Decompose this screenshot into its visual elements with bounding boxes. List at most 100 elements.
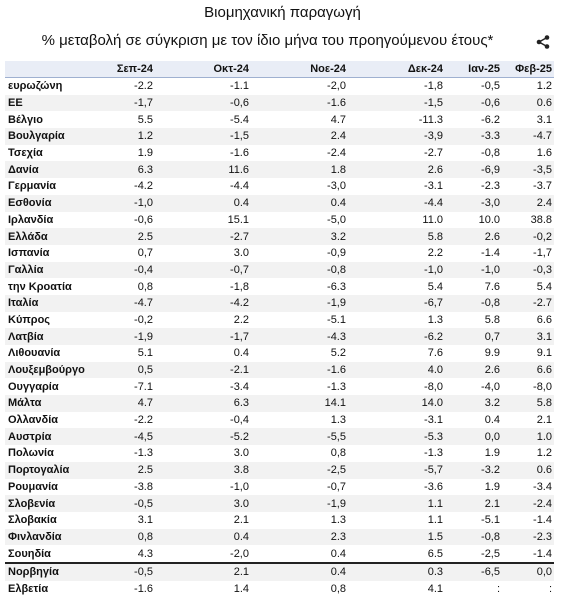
table-row: Σουηδία 4.3 -2,0 0.4 6.5 -2,5 -1.4 [5, 545, 554, 563]
row-label: Ιταλία [5, 294, 115, 312]
cell-value: 5.8 [348, 228, 445, 245]
cell-value: -4.4 [348, 194, 445, 212]
cell-value: 10.0 [478, 213, 500, 226]
cell-value: : [548, 582, 552, 595]
cell-value: -4,0 [481, 380, 500, 393]
cell-value: -3,9 [348, 128, 445, 145]
cell-value: -0,3 [502, 261, 554, 279]
table-row: Βουλγαρία 1.2 -1,5 2.4 -3,9 -3.3 -4.7 [5, 128, 554, 145]
cell-value: 0,8 [330, 447, 346, 460]
share-button[interactable] [536, 35, 550, 49]
cell-value: -0,5 [115, 495, 155, 512]
cell-value: -0,2 [134, 313, 153, 326]
cell-value: 0.6 [502, 461, 554, 479]
title: Βιομηχανική παραγωγή [204, 4, 361, 21]
cell-value: 1.1 [427, 514, 443, 527]
cell-value: -1,7 [115, 94, 155, 112]
cell-value: -5,5 [251, 428, 348, 446]
table-row: Φινλανδία 0,8 0.4 2.3 1.5 -0,8 -2.3 [5, 528, 554, 546]
table-row: Βέλγιο 5.5 -5.4 4.7 -11.3 -6.2 3.1 [5, 111, 554, 128]
cell-value: -5.1 [327, 313, 346, 326]
row-label: Ισπανία [8, 247, 50, 260]
row-label: ευρωζώνη [8, 80, 63, 93]
cell-value: 1.9 [484, 447, 500, 460]
row-label: την Κροατία [8, 280, 72, 293]
row-label: Τσεχία [8, 147, 43, 160]
row-label: Ελβετία [8, 582, 49, 595]
cell-value: -4.7 [502, 128, 554, 145]
cell-value: -2.1 [155, 361, 251, 379]
cell-value: 0,7 [137, 247, 153, 260]
cell-value: -1,0 [348, 261, 445, 279]
cell-value: -5,7 [348, 461, 445, 479]
row-label: Ουγγαρία [8, 380, 59, 393]
table-row: Λουξεμβούργο 0,5 -2.1 -1.6 4.0 2.6 6.6 [5, 361, 554, 379]
cell-value: 3.0 [233, 447, 249, 460]
cell-value: 1.9 [484, 480, 500, 493]
cell-value: 0.3 [348, 561, 445, 581]
row-label: Γερμανία [8, 180, 57, 193]
column-header: Δεκ-24 [348, 61, 445, 78]
cell-value: -5.1 [481, 514, 500, 527]
row-label: Ρουμανία [8, 480, 58, 493]
table-row: Ολλανδία -2.2 -0,4 1.3 -3.1 0.4 2.1 [5, 412, 554, 429]
cell-value: 3.2 [251, 228, 348, 245]
row-label: Ιρλανδία [8, 213, 54, 226]
cell-value: 0,7 [445, 328, 502, 345]
cell-value: 1.8 [251, 161, 348, 179]
cell-value: 1.1 [348, 495, 445, 512]
cell-value: -0,6 [155, 94, 251, 112]
row-label: Λατβία [5, 328, 115, 345]
cell-value: -2.7 [155, 228, 251, 245]
cell-value: 2.1 [155, 561, 251, 581]
cell-value: -5,0 [327, 213, 346, 226]
table-row: ευρωζώνη -2.2 -1.1 -2,0 -1,8 -0,5 1.2 [5, 78, 554, 95]
cell-value: 5.4 [427, 280, 443, 293]
row-label: Κύπρος [8, 313, 51, 326]
table-row: Γερμανία -4.2 -4.4 -3,0 -3.1 -2.3 -3.7 [5, 178, 554, 195]
cell-value: -2.4 [327, 147, 346, 160]
cell-value: -1.6 [251, 361, 348, 379]
cell-value: 2.3 [251, 528, 348, 546]
cell-value: 3.8 [155, 461, 251, 479]
cell-value: -3.3 [445, 128, 502, 145]
cell-value: 2.6 [445, 228, 502, 245]
cell-value: -0,5 [115, 561, 155, 581]
cell-value: -4,5 [115, 428, 155, 446]
cell-value: -2,5 [251, 461, 348, 479]
data-table: Σεπ-24 Οκτ-24 Νοε-24 Δεκ-24 Ιαν-25 Φεβ-25 ευρ… [5, 61, 554, 597]
cell-value: 0,8 [137, 280, 153, 293]
cell-value: -0,4 [115, 261, 155, 279]
row-label: Σουηδία [8, 547, 51, 560]
cell-value: -2,0 [230, 547, 249, 560]
cell-value: -4.2 [155, 294, 251, 312]
cell-value: 1.0 [502, 428, 554, 446]
cell-value: 0,5 [115, 361, 155, 379]
cell-value: 1.3 [427, 313, 443, 326]
cell-value: -0,8 [445, 528, 502, 546]
cell-value: -1.4 [481, 247, 500, 260]
row-label: Ελλάδα [5, 228, 115, 245]
cell-value: 1.5 [348, 528, 445, 546]
cell-value: 0.4 [155, 528, 251, 546]
cell-value: -0,8 [251, 261, 348, 279]
cell-value: -2.3 [481, 180, 500, 193]
cell-value: -0,4 [230, 414, 249, 427]
cell-value: -8,0 [424, 380, 443, 393]
column-header: Σεπ-24 [115, 61, 155, 78]
cell-value: -4.4 [230, 180, 249, 193]
table-row: Λατβία -1,9 -1,7 -4.3 -6.2 0,7 3.1 [5, 328, 554, 345]
cell-value: 38.8 [530, 213, 552, 226]
cell-value: -3.7 [533, 180, 552, 193]
table-row: Ρουμανία -3.8 -1,0 -0,7 -3.6 1.9 -3.4 [5, 479, 554, 496]
cell-value: -3,0 [445, 194, 502, 212]
row-label: Ολλανδία [8, 414, 59, 427]
cell-value: -3.4 [533, 480, 552, 493]
cell-value: 0,8 [330, 582, 346, 595]
table-row: Σλοβενία -0,5 3.0 -1,9 1.1 2.1 -2.4 [5, 495, 554, 512]
column-header: Ιαν-25 [445, 61, 502, 78]
cell-value: -1.3 [134, 447, 153, 460]
cell-value: 2.1 [233, 514, 249, 527]
cell-value: -8,0 [533, 380, 552, 393]
